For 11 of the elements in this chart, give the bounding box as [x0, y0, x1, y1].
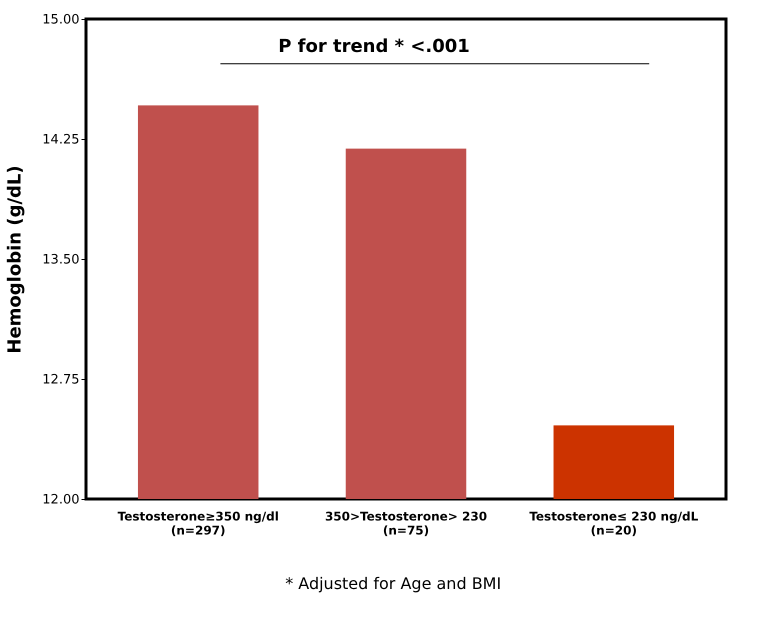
text: * Adjusted for Age and BMI	[285, 574, 502, 593]
y-tick-label: 12.00	[42, 492, 80, 508]
y-axis-title: Hemoglobin (g/dL)	[4, 165, 26, 354]
y-tick-label: 13.50	[42, 252, 80, 268]
x-tick-label: Testosterone≤ 230 ng/dL (n=20)	[529, 510, 699, 538]
y-tick-label: 15.00	[42, 12, 80, 28]
x-tick-label: 350>Testosterone> 230 (n=75)	[324, 510, 488, 538]
y-tick-label: 14.25	[42, 132, 80, 148]
y-tick-label: 12.75	[42, 372, 80, 388]
x-tick-label: Testosterone≥350 ng/dl (n=297)	[118, 510, 279, 538]
ref-line-label: P for trend * <.001	[278, 36, 470, 57]
